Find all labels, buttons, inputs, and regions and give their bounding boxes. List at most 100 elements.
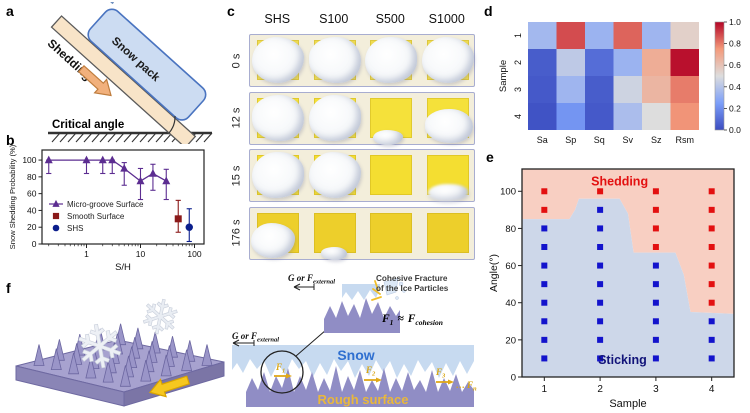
photo-cell [250, 208, 307, 259]
photo-cell [363, 208, 420, 259]
pillar-cone [181, 349, 193, 372]
force-diagram: G or Fexternal Cohesive Fracture of the … [232, 273, 477, 407]
x-tick-label: 100 [187, 249, 201, 259]
panel-d-heatmap: Sa Sp Sq Sv Sz Rsm 1 2 3 4 Sample 0.0 0.2 0.4 0.6 0.8 1.… [498, 17, 741, 145]
column-header-s1000: S1000 [428, 12, 465, 26]
data-point [541, 188, 548, 195]
photo-strip [249, 91, 475, 145]
x-category-label: Sp [565, 135, 576, 145]
data-point [597, 318, 604, 325]
heatmap-cell [585, 103, 614, 130]
colorbar-tick-label: 0.2 [729, 103, 741, 113]
legend-label: Smooth Surface [67, 212, 125, 221]
data-point [108, 155, 117, 164]
data-point [652, 355, 659, 362]
column-header-s100: S100 [319, 12, 349, 26]
pillar-cone [201, 344, 213, 366]
data-point [541, 262, 548, 269]
snow-blob [427, 184, 468, 201]
snow-blob [308, 94, 361, 141]
panel-c-photo-grid: SHS S100 S500 S1000 0 s 12 s 15 s 176 s [227, 0, 487, 262]
snow-blob [252, 152, 304, 198]
sample-square [370, 212, 412, 253]
main-force-arrow-icon [232, 339, 255, 347]
data-point [541, 336, 548, 343]
f2-label: F2 [365, 365, 376, 378]
pillar-cone [102, 361, 114, 383]
sample-square [370, 155, 412, 195]
ice-particle [398, 281, 404, 287]
data-point [708, 262, 715, 269]
data-point [597, 262, 604, 269]
photo-strip [249, 34, 475, 87]
time-label: 15 s [227, 149, 245, 202]
snow-blob [308, 37, 361, 83]
x-tick-label: 4 [709, 384, 715, 395]
x-category-label: Rsm [676, 135, 695, 145]
snow-blob [424, 108, 473, 143]
photo-cell [363, 150, 420, 201]
heatmap-cell [528, 103, 557, 130]
data-point [597, 355, 604, 362]
data-point [652, 318, 659, 325]
heatmap-cell [528, 22, 557, 49]
colorbar-tick-label: 0.0 [729, 125, 741, 135]
data-point [541, 244, 548, 250]
pillar-cone [160, 354, 172, 377]
x-category-label: Sz [651, 135, 662, 145]
data-point [652, 244, 659, 250]
inclined-plane [50, 15, 197, 144]
x-tick-label: 1 [84, 249, 89, 259]
inset-rough-shape [324, 298, 400, 333]
heatmap-cell [670, 49, 699, 76]
photo-strip [249, 206, 477, 260]
plot-box [521, 168, 735, 378]
shedding-arrow-icon [77, 64, 112, 97]
heatmap-cell [585, 22, 614, 49]
data-point [136, 176, 145, 185]
panel-c-label: c [227, 3, 235, 19]
series-line [48, 159, 167, 182]
photo-cell [250, 150, 307, 201]
x-category-label: Sq [594, 135, 605, 145]
pillar-cone [68, 352, 80, 375]
heatmap-cell [556, 103, 585, 130]
snow-blob [252, 37, 304, 83]
data-point [652, 206, 659, 213]
sticking-region-label: Sticking [598, 353, 647, 367]
f1-arrowhead [286, 373, 292, 379]
column-header-s500: S500 [375, 12, 405, 26]
data-point [708, 206, 715, 213]
slide-direction-arrow-icon [148, 375, 190, 398]
shedding-region [522, 169, 734, 314]
heatmap-cell [642, 49, 671, 76]
data-point [708, 281, 715, 288]
heatmap-cell [613, 22, 642, 49]
data-point [82, 155, 91, 164]
data-point [541, 355, 548, 362]
photo-cell [363, 35, 420, 86]
data-point [652, 225, 659, 232]
photo-cell [307, 208, 364, 260]
pillar-cone [119, 365, 131, 387]
y-tick-label: 40 [27, 205, 37, 215]
data-point [162, 176, 171, 185]
fn-label: … Fn [456, 380, 477, 393]
y-tick-label: 20 [505, 335, 516, 346]
heatmap-cell [642, 76, 671, 103]
data-point [708, 318, 715, 325]
data-point [597, 336, 604, 343]
y-category-label: 1 [513, 33, 523, 38]
colorbar [714, 21, 725, 131]
y-tick-label: 100 [500, 187, 516, 198]
snowflake-icon: ❄ [69, 310, 130, 385]
heatmap-cell [613, 76, 642, 103]
panel-f-label: f [6, 280, 11, 296]
photo-cell [420, 208, 477, 259]
cohesive-fracture-line2: of the Ice Particles [376, 284, 449, 293]
colorbar-tick-label: 0.4 [729, 82, 741, 92]
photo-cell [250, 93, 307, 144]
pillar-cone [85, 356, 97, 379]
y-tick-label: 20 [27, 222, 37, 232]
heatmap-cell [670, 22, 699, 49]
